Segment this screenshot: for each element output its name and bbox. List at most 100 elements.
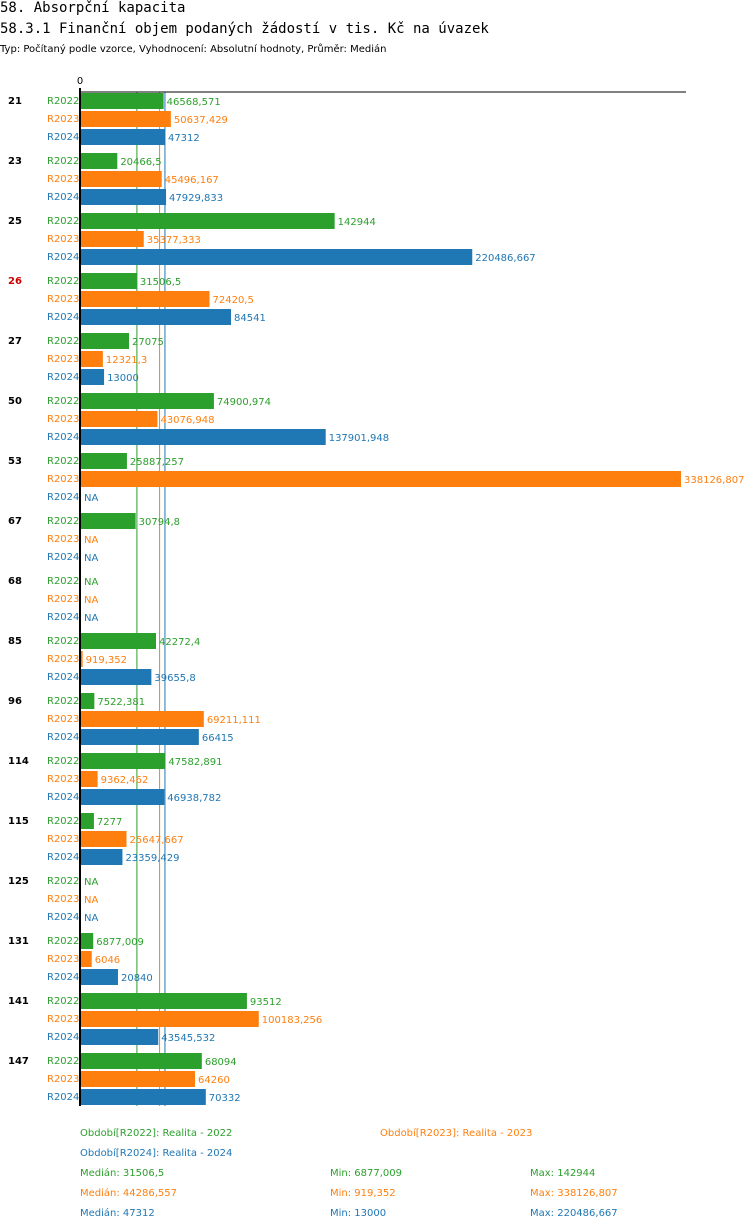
bar-114-r2023 [81,771,98,787]
series-label: R2024 [47,732,79,743]
series-label: R2024 [47,432,79,443]
value-label: 69211,111 [207,715,261,726]
value-label: 74900,974 [217,397,271,408]
bar-141-r2022 [81,993,247,1009]
stat-median-r2022: Medián: 31506,5 [80,1168,165,1179]
group-label-147: 147 [8,1056,29,1067]
series-label: R2023 [47,174,79,185]
series-label: R2023 [47,234,79,245]
bar-85-r2024 [81,669,152,685]
series-label: R2024 [47,192,79,203]
group-label-141: 141 [8,996,29,1007]
value-label: 46568,571 [167,97,221,108]
series-label: R2022 [47,1056,79,1067]
series-label: R2023 [47,774,79,785]
value-label: 20840 [121,973,153,984]
series-label: R2022 [47,756,79,767]
value-label: 66415 [202,733,234,744]
value-label: 30794,8 [139,517,180,528]
value-label: 338126,807 [684,475,744,486]
legend-r2024: Období[R2024]: Realita - 2024 [80,1148,233,1159]
value-label: 20466,5 [120,157,161,168]
stat-max-r2023: Max: 338126,807 [530,1188,618,1199]
group-label-50: 50 [8,396,22,407]
series-label: R2024 [47,312,79,323]
series-label: R2024 [47,792,79,803]
bar-96-r2022 [81,693,95,709]
value-label: 142944 [338,217,376,228]
series-label: R2022 [47,696,79,707]
series-label: R2022 [47,996,79,1007]
value-label: 43076,948 [160,415,214,426]
bar-115-r2022 [81,813,94,829]
value-label: NA [84,877,98,888]
bar-21-r2022 [81,93,164,109]
series-label: R2022 [47,336,79,347]
group-label-96: 96 [8,696,22,707]
group-label-21: 21 [8,96,22,107]
value-label: NA [84,553,98,564]
value-label: 84541 [234,313,266,324]
bar-147-r2024 [81,1089,206,1105]
series-label: R2023 [47,474,79,485]
series-label: R2022 [47,816,79,827]
stat-median-r2024: Medián: 47312 [80,1208,155,1219]
value-label: 137901,948 [329,433,389,444]
bar-147-r2023 [81,1071,196,1087]
bar-23-r2024 [81,189,167,205]
series-label: R2023 [47,294,79,305]
bar-141-r2024 [81,1029,159,1045]
bar-23-r2023 [81,171,162,187]
series-label: R2024 [47,912,79,923]
stat-median-r2023: Medián: 44286,557 [80,1188,177,1199]
bar-115-r2024 [81,849,123,865]
value-label: 13000 [107,373,139,384]
series-label: R2024 [47,1092,79,1103]
value-label: 64260 [198,1075,230,1086]
group-label-25: 25 [8,216,22,227]
series-label: R2024 [47,252,79,263]
value-label: NA [84,535,98,546]
series-label: R2024 [47,492,79,503]
bar-26-r2023 [81,291,210,307]
bar-141-r2023 [81,1011,259,1027]
chart-meta: Typ: Počítaný podle vzorce, Vyhodnocení:… [0,44,387,55]
stat-max-r2022: Max: 142944 [530,1168,596,1179]
value-label: 25887,257 [130,457,184,468]
series-label: R2023 [47,114,79,125]
group-label-23: 23 [8,156,22,167]
value-label: 7277 [97,817,122,828]
bar-50-r2022 [81,393,214,409]
stat-min-r2024: Min: 13000 [330,1208,387,1219]
bar-131-r2023 [81,951,92,967]
series-label: R2022 [47,156,79,167]
series-label: R2023 [47,1074,79,1085]
value-label: 72420,5 [213,295,254,306]
value-label: 100183,256 [262,1015,322,1026]
value-label: NA [84,493,98,504]
series-label: R2023 [47,894,79,905]
value-label: 70332 [209,1093,241,1104]
value-label: 68094 [205,1057,237,1068]
bar-26-r2024 [81,309,232,325]
series-label: R2023 [47,654,79,665]
series-label: R2023 [47,714,79,725]
series-label: R2023 [47,354,79,365]
series-label: R2023 [47,414,79,425]
series-label: R2024 [47,132,79,143]
bar-67-r2022 [81,513,136,529]
bar-50-r2023 [81,411,158,427]
bar-85-r2022 [81,633,157,649]
bar-114-r2022 [81,753,166,769]
value-label: 6046 [95,955,120,966]
value-label: 42272,4 [159,637,200,648]
value-label: NA [84,595,98,606]
group-label-53: 53 [8,456,22,467]
series-label: R2023 [47,954,79,965]
bar-21-r2023 [81,111,171,127]
value-label: NA [84,613,98,624]
value-label: 27075 [132,337,164,348]
value-label: NA [84,913,98,924]
value-label: 46938,782 [167,793,221,804]
